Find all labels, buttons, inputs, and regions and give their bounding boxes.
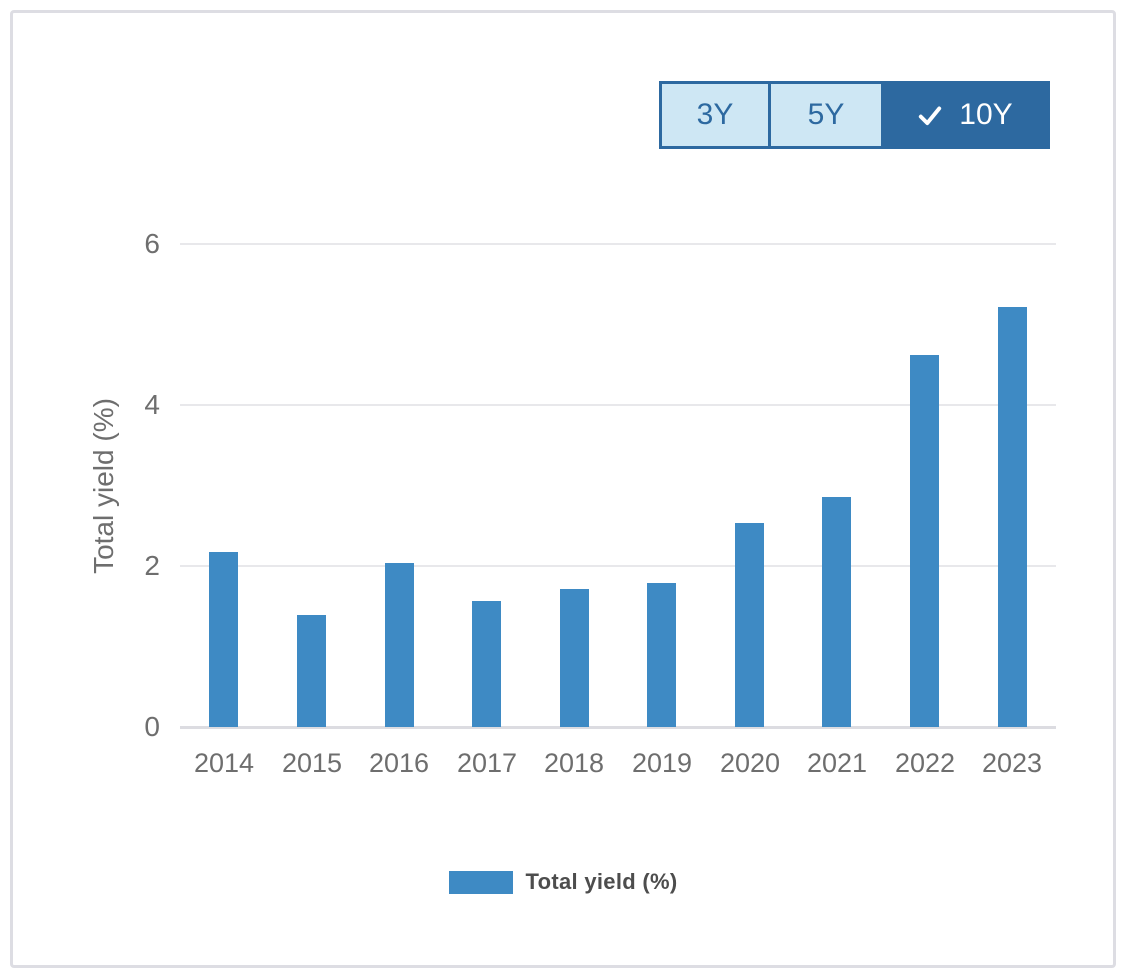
bar-2021[interactable]	[822, 497, 851, 727]
gridline	[180, 565, 1056, 567]
bar-2015[interactable]	[297, 615, 326, 727]
x-tick-label: 2021	[806, 748, 868, 778]
bar-2018[interactable]	[560, 589, 589, 727]
legend-swatch	[448, 870, 513, 894]
bar-2023[interactable]	[998, 307, 1027, 727]
check-icon	[919, 106, 942, 126]
gridline	[180, 243, 1056, 245]
x-tick-label: 2016	[368, 748, 430, 778]
gridline	[180, 404, 1056, 406]
x-tick-label: 2015	[281, 748, 343, 778]
range-button-10y[interactable]: 10Y	[881, 84, 1047, 146]
bar-2017[interactable]	[472, 601, 501, 727]
y-axis-title: Total yield (%)	[88, 398, 119, 574]
y-tick-label: 2	[144, 550, 160, 581]
range-button-3y-label: 3Y	[696, 98, 734, 131]
bar-2020[interactable]	[735, 523, 764, 727]
x-tick-label: 2018	[543, 748, 605, 778]
legend-label: Total yield (%)	[525, 869, 678, 894]
range-button-5y-label: 5Y	[807, 98, 845, 131]
x-tick-label: 2014	[193, 748, 255, 778]
x-axis-line	[180, 726, 1056, 729]
x-tick-label: 2020	[719, 748, 781, 778]
bar-2022[interactable]	[910, 355, 939, 727]
legend: Total yield (%)	[13, 869, 1113, 895]
time-range-toggle: 3Y 5Y 10Y	[659, 81, 1050, 149]
bar-2014[interactable]	[209, 552, 238, 727]
range-button-10y-label: 10Y	[959, 98, 1013, 131]
x-tick-label: 2017	[456, 748, 518, 778]
bar-2019[interactable]	[647, 583, 676, 727]
x-tick-label: 2023	[981, 748, 1043, 778]
chart-card: 3Y 5Y 10Y Total yield (%) 0 2 4 6 2014 2015 20…	[10, 10, 1116, 968]
y-tick-label: 6	[144, 228, 160, 259]
y-tick-label: 0	[144, 711, 160, 742]
x-tick-label: 2019	[631, 748, 693, 778]
bar-chart-plot-area: Total yield (%) 0 2 4 6 2014 2015 2016 2017 2018…	[13, 13, 1113, 965]
range-button-5y[interactable]: 5Y	[771, 84, 881, 146]
bar-2016[interactable]	[385, 563, 414, 727]
range-button-3y[interactable]: 3Y	[662, 84, 771, 146]
x-tick-label: 2022	[894, 748, 956, 778]
y-tick-label: 4	[144, 389, 160, 420]
